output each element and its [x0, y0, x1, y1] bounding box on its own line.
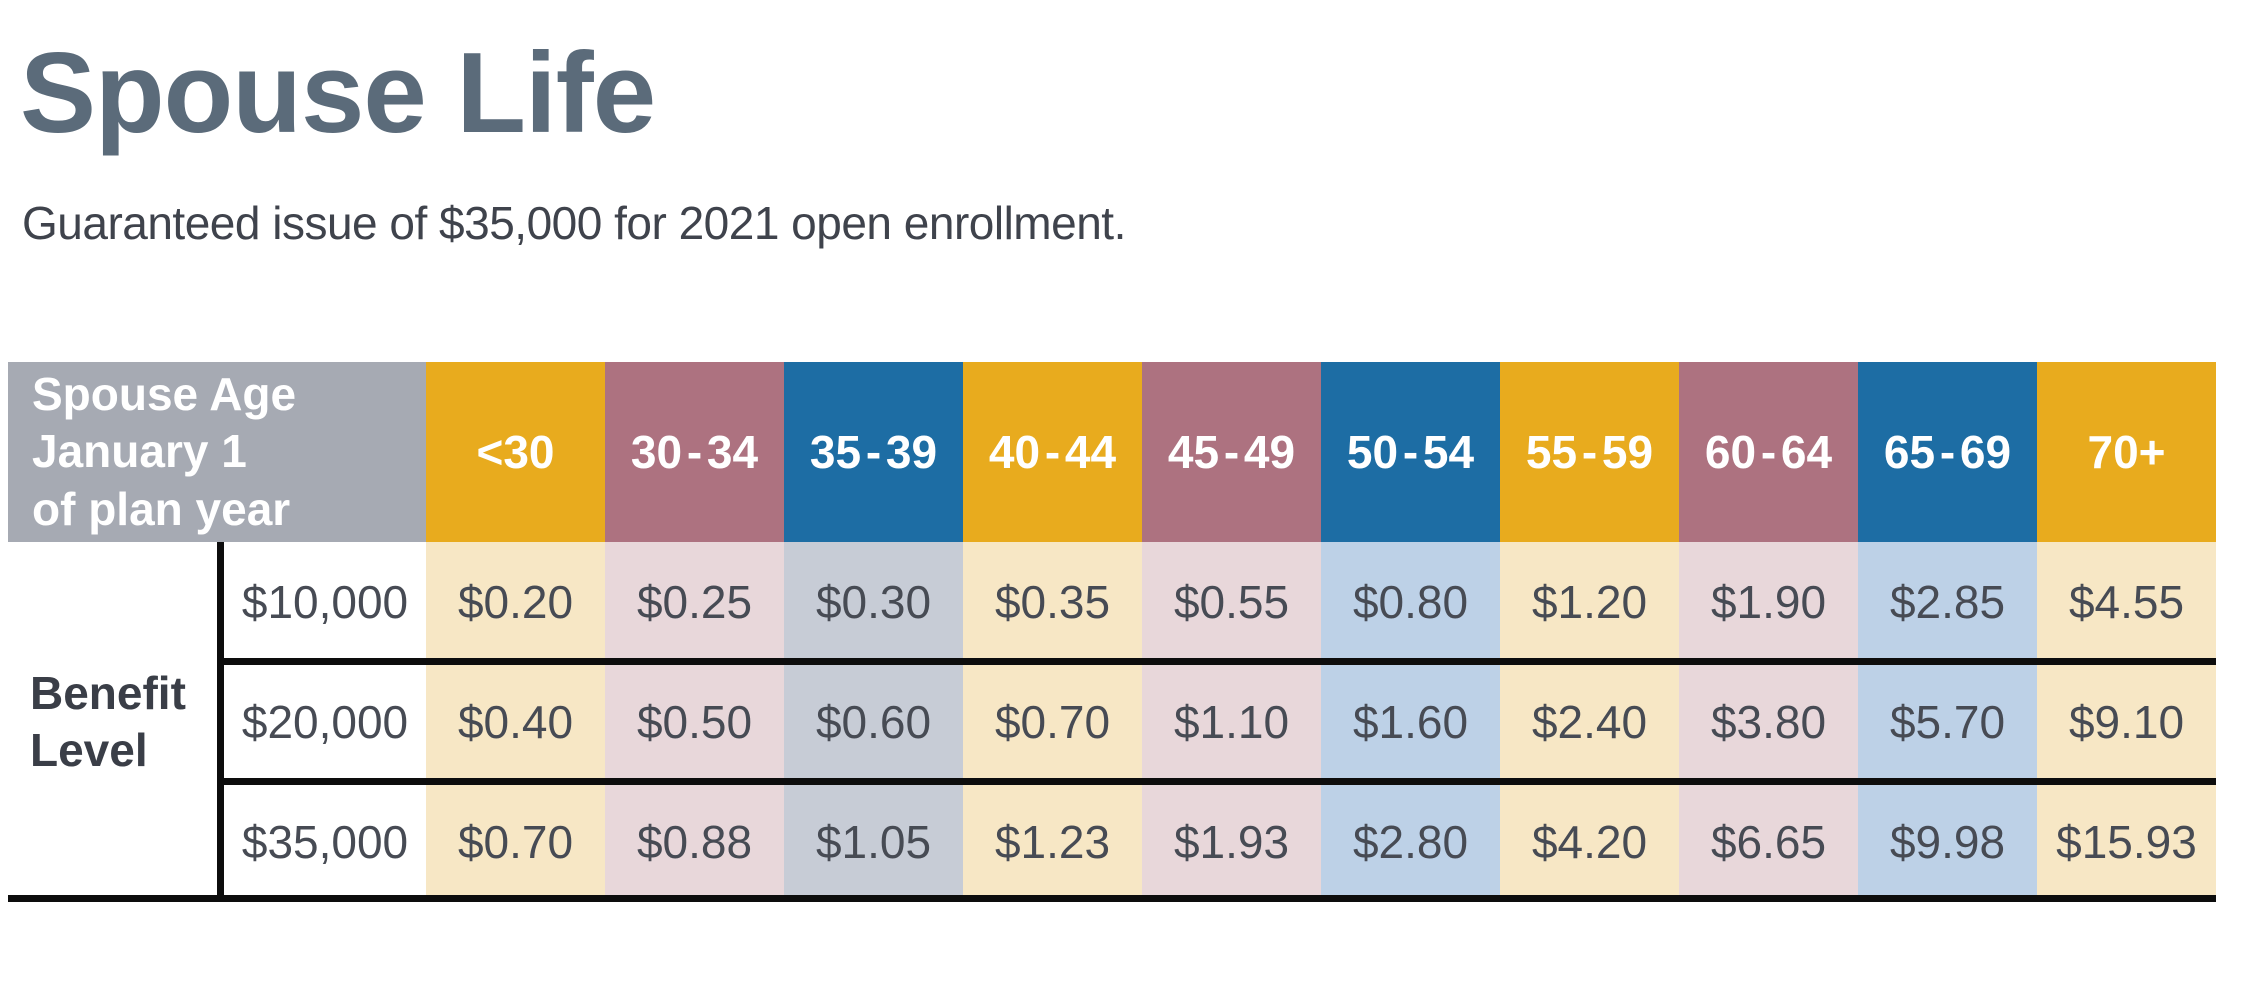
- rate-cell: $4.20: [1500, 782, 1679, 902]
- rate-cell: $1.93: [1142, 782, 1321, 902]
- rate-cell: $0.35: [963, 542, 1142, 662]
- rate-cell: $6.65: [1679, 782, 1858, 902]
- rate-cell: $5.70: [1858, 662, 2037, 782]
- rate-cell: $1.10: [1142, 662, 1321, 782]
- rate-cell: $0.40: [426, 662, 605, 782]
- rate-cell: $0.55: [1142, 542, 1321, 662]
- age-column-header-65-69: 65 - 69: [1858, 362, 2037, 542]
- rate-cell: $0.70: [963, 662, 1142, 782]
- rate-cell: $2.40: [1500, 662, 1679, 782]
- row-label-spacer: [8, 782, 224, 902]
- age-column-header-35-39: 35 - 39: [784, 362, 963, 542]
- rate-cell: $0.88: [605, 782, 784, 902]
- table-row-10000: $10,000 $0.20 $0.25 $0.30 $0.35 $0.55 $0…: [8, 542, 2216, 662]
- age-column-header-40-44: 40 - 44: [963, 362, 1142, 542]
- rate-cell: $2.85: [1858, 542, 2037, 662]
- corner-header-text: Spouse Age January 1 of plan year: [32, 367, 297, 535]
- age-column-header-under-30: <30: [426, 362, 605, 542]
- rate-cell: $1.90: [1679, 542, 1858, 662]
- benefit-amount-cell: $20,000: [224, 662, 426, 782]
- rate-cell: $15.93: [2037, 782, 2216, 902]
- corner-header-cell: Spouse Age January 1 of plan year: [8, 362, 426, 542]
- rate-cell: $0.80: [1321, 542, 1500, 662]
- spouse-life-rates-table: Spouse Age January 1 of plan year <30 30…: [8, 362, 2216, 902]
- table-row-20000: $20,000 $0.40 $0.50 $0.60 $0.70 $1.10 $1…: [8, 662, 2216, 782]
- table-row-35000: $35,000 $0.70 $0.88 $1.05 $1.23 $1.93 $2…: [8, 782, 2216, 902]
- rate-cell: $3.80: [1679, 662, 1858, 782]
- row-divider-line: [217, 778, 2216, 785]
- age-column-header-50-54: 50 - 54: [1321, 362, 1500, 542]
- rate-cell: $0.60: [784, 662, 963, 782]
- rate-cell: $4.55: [2037, 542, 2216, 662]
- benefit-amount-cell: $10,000: [224, 542, 426, 662]
- rate-cell: $1.23: [963, 782, 1142, 902]
- row-label-spacer: [8, 542, 224, 662]
- vertical-divider-line: [217, 542, 224, 902]
- benefit-level-text: Benefit Level: [30, 666, 186, 777]
- rate-cell: $0.30: [784, 542, 963, 662]
- age-column-header-45-49: 45 - 49: [1142, 362, 1321, 542]
- rate-cell: $9.10: [2037, 662, 2216, 782]
- age-column-header-60-64: 60 - 64: [1679, 362, 1858, 542]
- page-title: Spouse Life: [20, 30, 656, 157]
- row-label-spacer: [8, 662, 224, 782]
- rate-cell: $0.70: [426, 782, 605, 902]
- rate-cell: $0.20: [426, 542, 605, 662]
- benefit-amount-cell: $35,000: [224, 782, 426, 902]
- benefit-level-row-group-label: Benefit Level: [30, 542, 186, 902]
- rate-cell: $1.60: [1321, 662, 1500, 782]
- rate-cell: $1.20: [1500, 542, 1679, 662]
- table-bottom-border-line: [8, 895, 2216, 902]
- page-subtitle: Guaranteed issue of $35,000 for 2021 ope…: [22, 197, 1126, 249]
- rate-cell: $2.80: [1321, 782, 1500, 902]
- rate-cell: $1.05: [784, 782, 963, 902]
- age-column-header-55-59: 55 - 59: [1500, 362, 1679, 542]
- rate-cell: $0.50: [605, 662, 784, 782]
- age-column-header-30-34: 30 - 34: [605, 362, 784, 542]
- age-column-header-70-plus: 70+: [2037, 362, 2216, 542]
- rate-cell: $0.25: [605, 542, 784, 662]
- table-header-row: Spouse Age January 1 of plan year <30 30…: [8, 362, 2216, 542]
- rate-cell: $9.98: [1858, 782, 2037, 902]
- row-divider-line: [217, 658, 2216, 665]
